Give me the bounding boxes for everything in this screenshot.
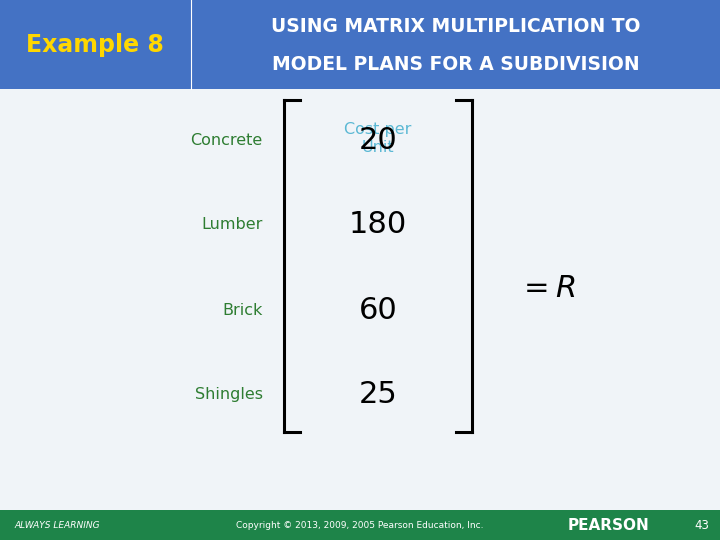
Text: ALWAYS LEARNING: ALWAYS LEARNING xyxy=(14,521,100,530)
Text: Lumber: Lumber xyxy=(202,217,263,232)
Text: 60: 60 xyxy=(359,296,397,325)
Text: Copyright © 2013, 2009, 2005 Pearson Education, Inc.: Copyright © 2013, 2009, 2005 Pearson Edu… xyxy=(236,521,484,530)
Text: 25: 25 xyxy=(359,380,397,409)
Text: Cost per
Unit: Cost per Unit xyxy=(344,122,412,155)
Text: Concrete: Concrete xyxy=(191,133,263,148)
Text: USING MATRIX MULTIPLICATION TO: USING MATRIX MULTIPLICATION TO xyxy=(271,17,640,36)
Text: Shingles: Shingles xyxy=(195,387,263,402)
FancyBboxPatch shape xyxy=(0,0,720,89)
Text: Example 8: Example 8 xyxy=(27,32,164,57)
Text: 180: 180 xyxy=(349,210,407,239)
Text: 20: 20 xyxy=(359,126,397,155)
Text: Brick: Brick xyxy=(222,303,263,318)
FancyBboxPatch shape xyxy=(0,510,720,540)
Text: 43: 43 xyxy=(695,518,709,532)
Text: PEARSON: PEARSON xyxy=(567,518,649,532)
Text: $= R$: $= R$ xyxy=(518,273,576,305)
Text: MODEL PLANS FOR A SUBDIVISION: MODEL PLANS FOR A SUBDIVISION xyxy=(271,55,639,73)
